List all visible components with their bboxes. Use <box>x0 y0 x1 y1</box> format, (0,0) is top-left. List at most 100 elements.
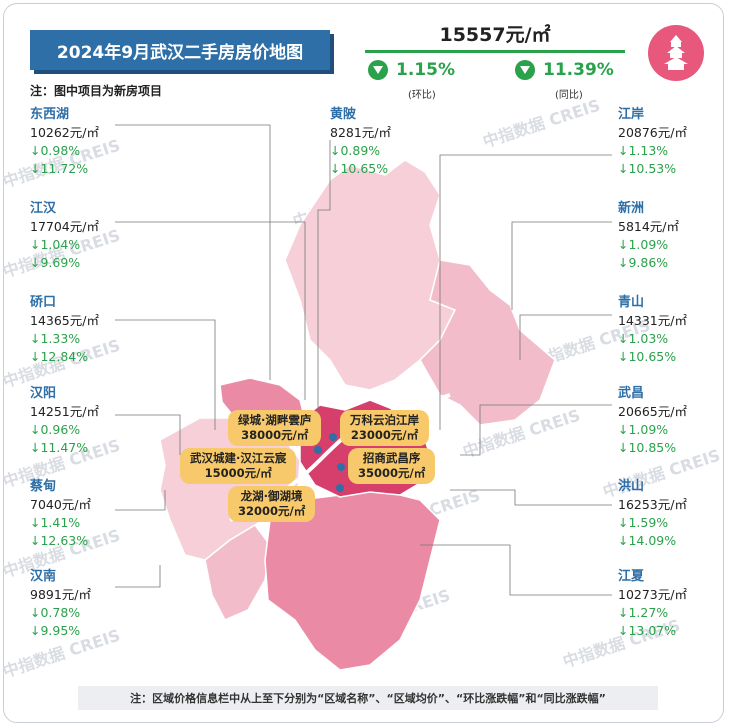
district-name: 江汉 <box>30 201 57 216</box>
project-label: 武汉城建·汉江云宸 15000元/㎡ <box>180 448 297 484</box>
yoy-value: 11.39% <box>543 60 614 80</box>
district-mom: ↓0.78% <box>30 605 81 620</box>
district-yoy: ↓10.65% <box>618 349 677 364</box>
district-price: 5814元/㎡ <box>618 219 680 234</box>
district-price: 10273元/㎡ <box>618 587 687 602</box>
district-price: 8281元/㎡ <box>330 125 392 140</box>
project-name: 武汉城建·汉江云宸 <box>190 451 287 465</box>
project-price: 35000元/㎡ <box>358 466 426 480</box>
project-price: 38000元/㎡ <box>241 428 309 442</box>
district-name: 江岸 <box>618 107 645 122</box>
district-yoy: ↓10.53% <box>618 161 677 176</box>
district-yoy: ↓11.72% <box>30 161 89 176</box>
project-point <box>336 484 344 492</box>
project-label: 招商武昌序 35000元/㎡ <box>348 448 436 484</box>
district-name: 江夏 <box>618 569 645 584</box>
district-hanyang: 汉阳 14251元/㎡ ↓0.96% ↓11.47% <box>30 385 99 457</box>
mom-label: (环比) <box>408 90 436 101</box>
project-name: 万科云泊江岸 <box>350 413 419 427</box>
district-caidian: 蔡甸 7040元/㎡ ↓1.41% ↓12.63% <box>30 478 91 550</box>
district-yoy: ↓14.09% <box>618 533 677 548</box>
district-xinzhou: 新洲 5814元/㎡ ↓1.09% ↓9.86% <box>618 200 679 272</box>
mom-change: 1.15% (环比) <box>368 60 455 101</box>
district-name: 汉南 <box>30 569 57 584</box>
mom-value: 1.15% <box>396 60 455 80</box>
district-yoy: ↓9.69% <box>30 255 81 270</box>
district-mom: ↓1.03% <box>618 331 669 346</box>
overall-price-box: 15557元/㎡ <box>365 22 625 59</box>
district-price: 16253元/㎡ <box>618 497 687 512</box>
project-point <box>314 446 322 454</box>
district-mom: ↓1.59% <box>618 515 669 530</box>
overall-price: 15557元/㎡ <box>439 24 551 46</box>
district-name: 东西湖 <box>30 107 70 122</box>
district-price: 17704元/㎡ <box>30 219 99 234</box>
project-label: 绿城·湖畔雲庐 38000元/㎡ <box>228 410 322 446</box>
district-mom: ↓1.41% <box>30 515 81 530</box>
project-label: 万科云泊江岸 23000元/㎡ <box>340 410 429 446</box>
district-mom: ↓0.89% <box>330 143 381 158</box>
region-hannan <box>204 524 271 621</box>
divider <box>365 50 625 53</box>
district-price: 10262元/㎡ <box>30 125 99 140</box>
project-name: 招商武昌序 <box>362 451 421 465</box>
project-point <box>329 433 337 441</box>
district-yoy: ↓13.07% <box>618 623 677 638</box>
footer-note: 注：区域价格信息栏中从上至下分别为“区域名称”、“区域均价”、“环比涨跌幅”和“… <box>78 686 658 710</box>
yellow-crane-tower-logo-icon <box>648 25 704 81</box>
district-dongxihu: 东西湖 10262元/㎡ ↓0.98% ↓11.72% <box>30 106 99 178</box>
district-mom: ↓1.33% <box>30 331 81 346</box>
region-xinzhou <box>419 259 556 426</box>
district-name: 汉阳 <box>30 386 57 401</box>
project-point <box>337 463 345 471</box>
down-arrow-icon <box>515 60 535 80</box>
district-name: 黄陂 <box>330 107 357 122</box>
district-name: 武昌 <box>618 386 645 401</box>
district-jianghan: 江汉 17704元/㎡ ↓1.04% ↓9.69% <box>30 200 99 272</box>
district-mom: ↓1.27% <box>618 605 669 620</box>
yoy-change: 11.39% (同比) <box>515 60 614 101</box>
district-qiaokou: 硚口 14365元/㎡ ↓1.33% ↓12.84% <box>30 294 99 366</box>
district-mom: ↓1.09% <box>618 237 669 252</box>
district-yoy: ↓10.65% <box>330 161 389 176</box>
district-mom: ↓1.04% <box>30 237 81 252</box>
district-mom: ↓0.96% <box>30 422 81 437</box>
leader-lines <box>115 124 612 596</box>
note-text: 注：图中项目为新房项目 <box>30 84 163 98</box>
project-price: 23000元/㎡ <box>350 428 419 442</box>
map-title: 2024年9月武汉二手房房价地图 <box>30 30 330 70</box>
district-hongshan: 洪山 16253元/㎡ ↓1.59% ↓14.09% <box>618 478 687 550</box>
district-name: 新洲 <box>618 201 645 216</box>
district-yoy: ↓12.63% <box>30 533 89 548</box>
project-name: 龙湖·御湖境 <box>240 489 303 503</box>
project-price: 32000元/㎡ <box>238 504 306 518</box>
district-jiangxia: 江夏 10273元/㎡ ↓1.27% ↓13.07% <box>618 568 687 640</box>
project-price: 15000元/㎡ <box>204 466 272 480</box>
project-label: 龙湖·御湖境 32000元/㎡ <box>228 486 316 522</box>
district-price: 7040元/㎡ <box>30 497 92 512</box>
district-huangpi: 黄陂 8281元/㎡ ↓0.89% ↓10.65% <box>330 106 391 178</box>
district-price: 20665元/㎡ <box>618 404 687 419</box>
district-yoy: ↓11.47% <box>30 440 89 455</box>
district-mom: ↓1.09% <box>618 422 669 437</box>
district-wuchang: 武昌 20665元/㎡ ↓1.09% ↓10.85% <box>618 385 687 457</box>
district-name: 洪山 <box>618 479 645 494</box>
district-price: 14251元/㎡ <box>30 404 99 419</box>
district-price: 20876元/㎡ <box>618 125 687 140</box>
district-yoy: ↓9.86% <box>618 255 669 270</box>
district-name: 青山 <box>618 295 645 310</box>
district-price: 14365元/㎡ <box>30 313 99 328</box>
down-arrow-icon <box>368 60 388 80</box>
district-price: 9891元/㎡ <box>30 587 92 602</box>
district-name: 硚口 <box>30 295 57 310</box>
yoy-label: (同比) <box>555 90 583 101</box>
district-yoy: ↓12.84% <box>30 349 89 364</box>
district-mom: ↓1.13% <box>618 143 669 158</box>
district-yoy: ↓9.95% <box>30 623 81 638</box>
district-name: 蔡甸 <box>30 479 57 494</box>
project-name: 绿城·湖畔雲庐 <box>238 413 312 427</box>
district-yoy: ↓10.85% <box>618 440 677 455</box>
district-qingshan: 青山 14331元/㎡ ↓1.03% ↓10.65% <box>618 294 687 366</box>
district-jiangan: 江岸 20876元/㎡ ↓1.13% ↓10.53% <box>618 106 687 178</box>
district-hannan: 汉南 9891元/㎡ ↓0.78% ↓9.95% <box>30 568 91 640</box>
